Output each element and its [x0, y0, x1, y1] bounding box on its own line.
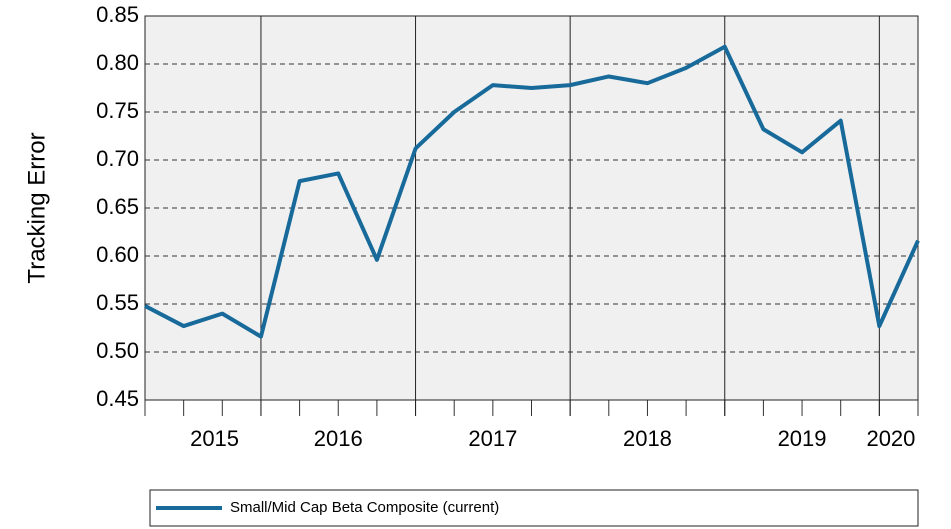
y-axis-label: Tracking Error — [23, 132, 50, 283]
x-tick-label: 2015 — [190, 426, 239, 451]
x-tick-label: 2020 — [866, 426, 915, 451]
y-tick-label: 0.60 — [96, 242, 139, 267]
legend-label: Small/Mid Cap Beta Composite (current) — [230, 499, 499, 516]
y-tick-label: 0.50 — [96, 338, 139, 363]
y-tick-label: 0.70 — [96, 146, 139, 171]
x-tick-label: 2018 — [623, 426, 672, 451]
y-tick-label: 0.65 — [96, 194, 139, 219]
plot-frame — [144, 15, 919, 401]
y-tick-label: 0.80 — [96, 50, 139, 75]
y-tick-label: 0.45 — [96, 386, 139, 411]
x-tick-label: 2019 — [778, 426, 827, 451]
data-line — [144, 44, 920, 339]
y-tick-label: 0.85 — [96, 2, 139, 27]
y-tick-label: 0.55 — [96, 290, 139, 315]
x-tick-label: 2017 — [468, 426, 517, 451]
y-tick-label: 0.75 — [96, 98, 139, 123]
legend-box — [149, 489, 919, 527]
x-tick-label: 2016 — [314, 426, 363, 451]
